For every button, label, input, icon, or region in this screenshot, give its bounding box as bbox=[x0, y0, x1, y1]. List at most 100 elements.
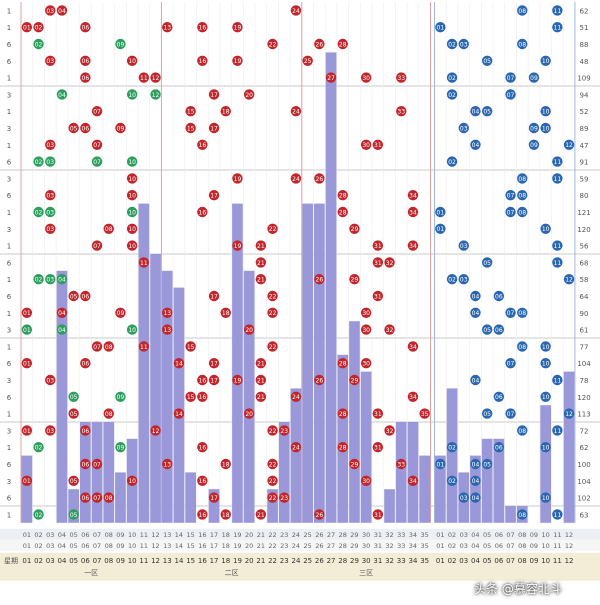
missed-bar-red-33 bbox=[395, 422, 407, 523]
red-ball-16 bbox=[197, 22, 208, 33]
red-ball-label: 14 bbox=[175, 411, 183, 418]
red-number-label: 24 bbox=[292, 531, 300, 539]
sum-cell: 56 bbox=[580, 243, 589, 251]
blue-ball-label: 01 bbox=[437, 209, 445, 216]
red-ball-17 bbox=[208, 122, 220, 134]
red-ball-label: 03 bbox=[46, 159, 54, 166]
missed-bar-red-32 bbox=[384, 489, 395, 523]
red-ball-label: 06 bbox=[82, 461, 90, 468]
blue-ball-6 bbox=[493, 442, 505, 453]
red-ball-29 bbox=[349, 458, 360, 470]
missed-bar-red-28 bbox=[337, 354, 349, 523]
red-ball-label: 26 bbox=[316, 377, 324, 384]
blue-ball-5 bbox=[481, 106, 493, 117]
red-ball-2 bbox=[33, 442, 44, 453]
red-number-label: 14 bbox=[175, 531, 183, 539]
red-ball-26 bbox=[314, 173, 325, 184]
weekday-cell: 3 bbox=[7, 377, 11, 385]
red-ball-label: 01 bbox=[23, 310, 31, 317]
sum-cell: 77 bbox=[580, 343, 589, 351]
red-number-label: 22 bbox=[268, 542, 276, 550]
red-ball-label: 08 bbox=[105, 411, 113, 418]
red-ball-label: 30 bbox=[362, 327, 370, 334]
red-number-label: 10 bbox=[128, 557, 137, 565]
red-ball-label: 20 bbox=[245, 411, 253, 418]
red-ball-label: 14 bbox=[175, 361, 183, 368]
red-ball-2 bbox=[33, 274, 44, 285]
sum-cell: 63 bbox=[580, 511, 589, 519]
sum-cell: 90 bbox=[580, 310, 589, 318]
red-ball-29 bbox=[349, 274, 360, 285]
red-ball-4 bbox=[56, 5, 68, 16]
red-ball-9 bbox=[115, 307, 126, 318]
blue-ball-9 bbox=[528, 139, 540, 150]
red-number-label: 03 bbox=[46, 531, 54, 539]
blue-ball-label: 10 bbox=[542, 125, 550, 132]
missed-bar-blue-2 bbox=[446, 388, 458, 523]
red-ball-label: 06 bbox=[82, 293, 90, 300]
red-ball-label: 16 bbox=[199, 209, 207, 216]
red-ball-label: 04 bbox=[58, 327, 66, 334]
red-ball-label: 07 bbox=[93, 109, 101, 116]
red-ball-label: 24 bbox=[292, 8, 300, 15]
red-number-label: 14 bbox=[174, 557, 183, 565]
red-ball-31 bbox=[372, 257, 384, 268]
red-ball-8 bbox=[103, 341, 114, 352]
red-number-label: 15 bbox=[186, 557, 195, 565]
blue-number-label: 05 bbox=[483, 542, 491, 550]
blue-ball-label: 05 bbox=[483, 327, 491, 334]
blue-ball-11 bbox=[552, 22, 563, 33]
blue-ball-label: 08 bbox=[518, 193, 526, 200]
blue-ball-11 bbox=[552, 509, 563, 520]
red-ball-label: 32 bbox=[386, 327, 394, 334]
sum-cell: 47 bbox=[580, 142, 589, 150]
red-ball-label: 06 bbox=[82, 58, 90, 65]
red-ball-34 bbox=[407, 206, 419, 218]
red-ball-9 bbox=[115, 122, 126, 134]
blue-ball-label: 07 bbox=[507, 411, 515, 418]
red-ball-9 bbox=[115, 442, 126, 453]
missed-bar-red-14 bbox=[173, 287, 185, 523]
blue-number-label: 07 bbox=[506, 557, 515, 565]
blue-ball-10 bbox=[540, 391, 551, 402]
missed-bar-red-8 bbox=[103, 422, 115, 523]
blue-ball-5 bbox=[481, 55, 493, 66]
red-ball-5 bbox=[68, 122, 79, 134]
red-number-label: 12 bbox=[151, 542, 159, 550]
red-ball-31 bbox=[372, 139, 384, 150]
red-ball-4 bbox=[56, 274, 68, 285]
blue-ball-label: 03 bbox=[460, 495, 468, 502]
red-number-label: 18 bbox=[221, 557, 230, 565]
blue-ball-1 bbox=[435, 458, 446, 470]
sum-cell: 52 bbox=[580, 108, 589, 116]
blue-number-label: 03 bbox=[460, 531, 468, 539]
red-number-label: 34 bbox=[408, 557, 417, 565]
red-ball-label: 33 bbox=[397, 75, 405, 82]
blue-ball-label: 02 bbox=[448, 159, 456, 166]
red-ball-17 bbox=[208, 358, 220, 369]
red-ball-34 bbox=[407, 341, 419, 352]
red-number-label: 02 bbox=[34, 531, 42, 539]
red-ball-label: 29 bbox=[351, 226, 359, 233]
red-number-label: 27 bbox=[327, 557, 336, 565]
blue-number-label: 03 bbox=[460, 542, 468, 550]
blue-ball-3 bbox=[458, 274, 469, 285]
blue-ball-label: 04 bbox=[472, 142, 480, 149]
red-ball-label: 07 bbox=[93, 159, 101, 166]
red-ball-label: 32 bbox=[386, 260, 394, 267]
red-number-label: 06 bbox=[81, 557, 90, 565]
blue-ball-2 bbox=[446, 156, 458, 167]
red-number-label: 21 bbox=[257, 542, 265, 550]
red-ball-label: 15 bbox=[187, 344, 195, 351]
red-number-label: 19 bbox=[233, 542, 241, 550]
blue-ball-2 bbox=[446, 442, 458, 453]
red-ball-label: 28 bbox=[339, 411, 347, 418]
red-number-label: 01 bbox=[22, 557, 31, 565]
red-ball-15 bbox=[185, 122, 196, 134]
weekday-cell: 6 bbox=[7, 41, 12, 49]
red-ball-label: 16 bbox=[199, 445, 207, 452]
missed-bar-red-1 bbox=[21, 455, 33, 523]
red-ball-label: 28 bbox=[339, 445, 347, 452]
red-number-label: 20 bbox=[245, 557, 254, 565]
red-ball-label: 22 bbox=[269, 310, 277, 317]
